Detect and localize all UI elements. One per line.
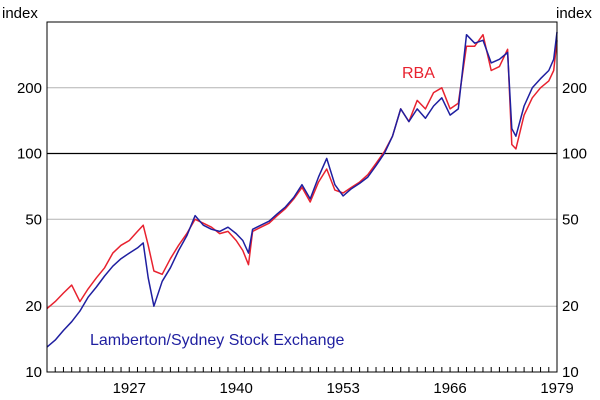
plot-frame: [46, 21, 558, 373]
y-tick-left-10: 10: [25, 364, 42, 381]
x-tick-1927: 1927: [113, 380, 146, 397]
y-tick-right-10: 10: [562, 364, 579, 381]
lamberton-series-label: Lamberton/Sydney Stock Exchange: [90, 332, 344, 349]
y-tick-left-50: 50: [25, 211, 42, 228]
x-tick-1953: 1953: [326, 380, 359, 397]
gridlines: [47, 87, 557, 307]
y-axis-unit-right: index: [556, 5, 592, 22]
series-lines: [46, 31, 558, 348]
x-tick-1940: 1940: [220, 380, 253, 397]
y-tick-right-20: 20: [562, 298, 579, 315]
y-axis-left-tick-labels: 10 20 50 100 200: [17, 80, 42, 381]
rba-line: [46, 33, 558, 310]
y-tick-right-100: 100: [562, 146, 587, 163]
y-tick-right-200: 200: [562, 80, 587, 97]
x-axis-tick-labels: 1927 1940 1953 1966 1979: [113, 380, 574, 397]
x-axis-tick-marks: [54, 367, 550, 372]
x-tick-1979: 1979: [540, 380, 573, 397]
y-tick-right-50: 50: [562, 211, 579, 228]
x-tick-1966: 1966: [433, 380, 466, 397]
lamberton-sse-line: [46, 31, 558, 348]
y-tick-left-100: 100: [17, 146, 42, 163]
y-tick-left-200: 200: [17, 80, 42, 97]
y-tick-left-20: 20: [25, 298, 42, 315]
y-axis-unit-left: index: [2, 5, 38, 22]
y-axis-right-tick-labels: 10 20 50 100 200: [562, 80, 587, 381]
rba-series-label: RBA: [402, 65, 435, 82]
